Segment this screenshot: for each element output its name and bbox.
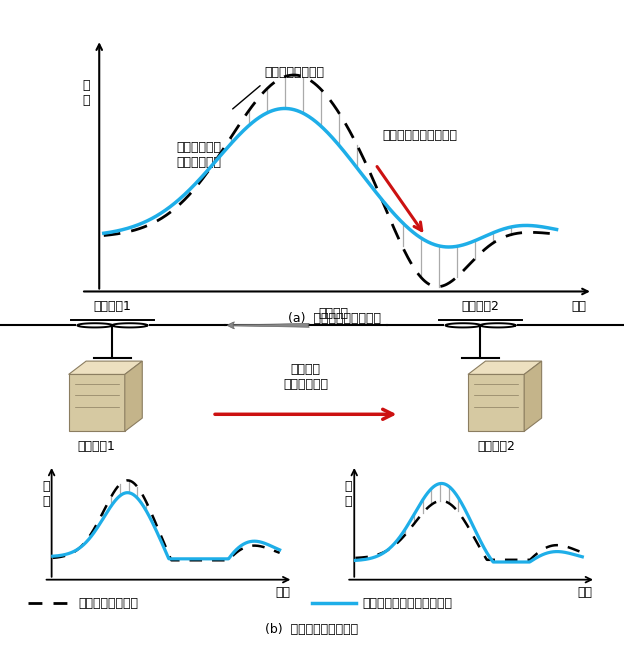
Text: 数据中心1: 数据中心1 bbox=[78, 369, 115, 383]
Text: (a)  工作负载时间灵活性: (a) 工作负载时间灵活性 bbox=[288, 312, 381, 325]
Text: 数据中心1: 数据中心1 bbox=[94, 300, 131, 312]
Text: (b)  工作负载空间灵活性: (b) 工作负载空间灵活性 bbox=[265, 624, 359, 636]
Text: 工作负载时间维度转移: 工作负载时间维度转移 bbox=[383, 129, 457, 142]
Polygon shape bbox=[468, 375, 524, 432]
Text: 时间: 时间 bbox=[578, 586, 593, 599]
Text: 原始电力负荷曲线: 原始电力负荷曲线 bbox=[78, 597, 138, 610]
Text: 功
率: 功 率 bbox=[345, 480, 353, 508]
Text: 时间: 时间 bbox=[275, 586, 290, 599]
Text: 电力紧张: 电力紧张 bbox=[318, 307, 348, 320]
Text: 负载转移后的电力负荷曲线: 负载转移后的电力负荷曲线 bbox=[362, 597, 452, 610]
Polygon shape bbox=[69, 361, 142, 375]
Polygon shape bbox=[69, 375, 125, 432]
Text: 负载转移后的
电力负荷曲线: 负载转移后的 电力负荷曲线 bbox=[176, 141, 222, 170]
Text: 原始电力负荷曲线: 原始电力负荷曲线 bbox=[265, 66, 324, 79]
Polygon shape bbox=[524, 361, 542, 432]
Text: 数据中心2: 数据中心2 bbox=[462, 300, 499, 312]
Text: 时间: 时间 bbox=[571, 301, 586, 313]
Text: 数据中心2: 数据中心2 bbox=[477, 440, 515, 453]
Text: 工作负载
空间维度转移: 工作负载 空间维度转移 bbox=[283, 364, 328, 392]
Text: 数据中心1: 数据中心1 bbox=[78, 440, 115, 453]
Polygon shape bbox=[468, 361, 542, 375]
Text: 数据中心2: 数据中心2 bbox=[477, 369, 515, 383]
Polygon shape bbox=[125, 361, 142, 432]
Text: 功
率: 功 率 bbox=[42, 480, 50, 508]
Text: 功
率: 功 率 bbox=[83, 79, 90, 107]
